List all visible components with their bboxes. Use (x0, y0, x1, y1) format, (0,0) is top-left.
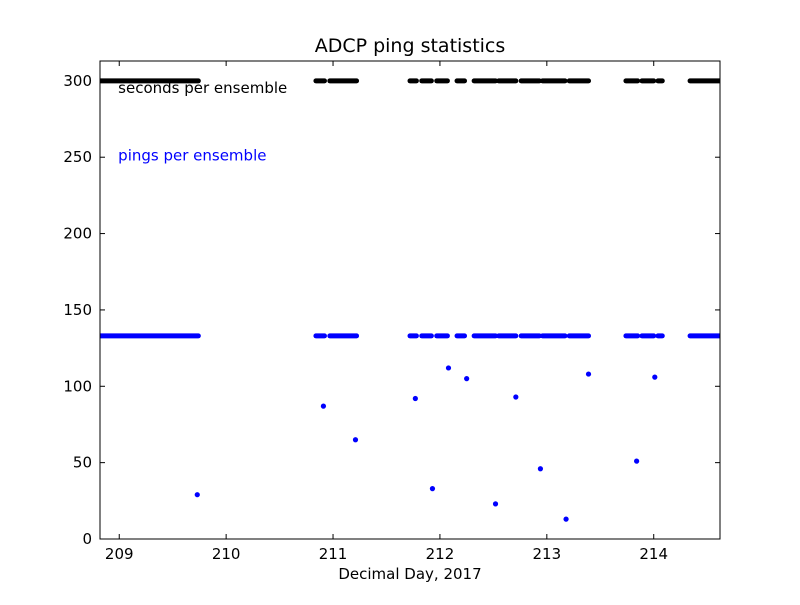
y-tick-label-0: 0 (82, 530, 92, 548)
x-tick-label-4: 213 (533, 545, 562, 563)
axes-layer: 209 210 211 212 213 214 0 50 100 150 200 250 300 seco… (63, 60, 721, 563)
series-1-point-4 (429, 486, 436, 492)
x-tick-label-1: 210 (212, 545, 241, 563)
series-1-point-7 (492, 501, 499, 507)
y-tick-label-4: 200 (63, 225, 92, 243)
series-1-point-13 (652, 374, 658, 380)
series-1 (100, 333, 720, 522)
series-1-point-0 (194, 492, 200, 498)
x-tick-label-5: 214 (639, 545, 668, 563)
series-1-point-6 (464, 376, 470, 382)
y-tick-label-3: 150 (63, 301, 92, 319)
series-1-point-1 (320, 403, 327, 409)
series-1-point-5 (445, 365, 452, 371)
series-1-point-10 (563, 516, 569, 522)
y-tick-label-5: 250 (63, 148, 92, 166)
annotation-1: pings per ensemble (118, 146, 266, 164)
plot-layer (100, 78, 720, 522)
x-axis-label: Decimal Day, 2017 (338, 565, 481, 583)
annotation-0: seconds per ensemble (118, 79, 287, 97)
x-tick-label-2: 211 (319, 545, 348, 563)
series-1-point-2 (352, 437, 359, 443)
y-tick-label-1: 50 (73, 454, 92, 472)
series-1-point-3 (412, 395, 418, 402)
series-1-point-9 (537, 466, 544, 472)
plot-frame (99, 60, 721, 540)
series-1-point-11 (585, 371, 592, 377)
x-tick-label-3: 212 (426, 545, 455, 563)
y-tick-label-2: 100 (63, 377, 92, 395)
series-1-point-12 (634, 458, 640, 464)
y-tick-label-6: 300 (63, 72, 92, 90)
chart-title: ADCP ping statistics (315, 35, 506, 57)
series-1-point-8 (513, 394, 519, 400)
x-tick-label-0: 209 (105, 545, 134, 563)
